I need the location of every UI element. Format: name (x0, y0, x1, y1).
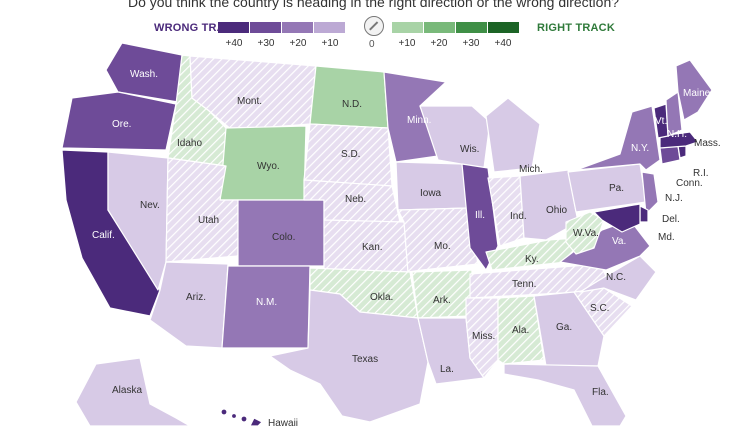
label-wva: W.Va. (573, 228, 599, 239)
label-ri: R.I. (693, 168, 709, 179)
label-kan: Kan. (362, 242, 383, 253)
legend-swatch-right-40 (488, 22, 519, 33)
label-ohio: Ohio (546, 205, 568, 216)
state-ny (575, 105, 661, 171)
legend-tick: +30 (257, 38, 275, 49)
legend-tick: +10 (321, 38, 339, 49)
state-wis (419, 105, 491, 169)
label-utah: Utah (198, 215, 219, 226)
label-miss: Miss. (472, 331, 495, 342)
label-nj: N.J. (665, 193, 683, 204)
state-ala (497, 295, 545, 365)
state-hawaii (220, 408, 263, 426)
label-calif: Calif. (92, 230, 115, 241)
legend-tick: +40 (225, 38, 243, 49)
state-nd (309, 65, 389, 129)
label-ga: Ga. (556, 322, 572, 333)
label-nd: N.D. (342, 99, 362, 110)
legend-swatch-wrong-20 (282, 22, 313, 33)
state-nh (665, 91, 683, 137)
legend-swatch-right-10 (392, 22, 423, 33)
label-ky: Ky. (525, 254, 539, 265)
legend-tick: +30 (462, 38, 480, 49)
state-mich (485, 97, 541, 173)
label-mo: Mo. (434, 241, 451, 252)
state-conn (659, 145, 681, 165)
state-mo (397, 207, 479, 273)
state-maine (675, 59, 713, 121)
state-wva (565, 211, 605, 255)
legend-tick: +20 (430, 38, 448, 49)
state-nev (107, 151, 169, 291)
legend-swatch-wrong-10 (314, 22, 345, 33)
state-wash (105, 42, 183, 103)
label-va: Va. (612, 236, 626, 247)
label-alaska: Alaska (112, 385, 142, 396)
label-mass: Mass. (694, 138, 721, 149)
legend-swatch-wrong-30 (250, 22, 281, 33)
label-mich: Mich. (519, 164, 543, 175)
label-idaho: Idaho (177, 138, 202, 149)
legend-swatch-wrong-40 (218, 22, 249, 33)
right-track-label: RIGHT TRACK (537, 22, 615, 34)
label-ark: Ark. (433, 295, 451, 306)
label-vt: Vt. (655, 116, 667, 127)
label-maine: Maine (683, 88, 711, 99)
label-sd: S.D. (341, 149, 360, 160)
legend-swatch-right-30 (456, 22, 487, 33)
state-ohio (519, 169, 579, 241)
label-ny: N.Y. (631, 143, 649, 154)
label-wyo: Wyo. (257, 161, 280, 172)
state-alaska (75, 357, 191, 426)
state-texas (269, 289, 429, 423)
state-md (593, 203, 641, 233)
label-la: La. (440, 364, 454, 375)
label-neb: Neb. (345, 194, 366, 205)
label-colo: Colo. (272, 232, 295, 243)
label-hawaii: Hawaii (268, 418, 298, 426)
state-nj (641, 171, 659, 215)
label-conn: Conn. (676, 178, 703, 189)
legend-zero: 0 (369, 39, 375, 50)
label-pa: Pa. (609, 183, 624, 194)
label-wash: Wash. (130, 69, 158, 80)
label-tenn: Tenn. (512, 279, 536, 290)
label-ore: Ore. (112, 119, 131, 130)
label-nc: N.C. (606, 272, 626, 283)
label-ind: Ind. (510, 211, 527, 222)
label-ill: Ill. (475, 210, 485, 221)
label-sc: S.C. (590, 303, 609, 314)
label-nev: Nev. (140, 200, 160, 211)
label-minn: Minn. (407, 115, 431, 126)
neutral-icon (364, 16, 384, 36)
label-nh: N.H. (667, 129, 687, 140)
label-okla: Okla. (370, 292, 393, 303)
state-nc (579, 255, 657, 301)
legend-swatch-right-20 (424, 22, 455, 33)
label-fla: Fla. (592, 387, 609, 398)
legend-tick: +40 (494, 38, 512, 49)
state-fla (503, 363, 627, 426)
state-ariz (149, 261, 229, 349)
state-ark (411, 269, 473, 319)
label-md: Md. (658, 232, 675, 243)
state-va (559, 219, 651, 271)
label-texas: Texas (352, 354, 378, 365)
label-del: Del. (662, 214, 680, 225)
label-wis: Wis. (460, 144, 479, 155)
state-ri (677, 145, 687, 159)
legend-tick: +20 (289, 38, 307, 49)
state-iowa (395, 161, 469, 211)
label-iowa: Iowa (420, 188, 442, 199)
state-ore (61, 91, 177, 151)
label-mont: Mont. (237, 96, 262, 107)
survey-question: Do you think the country is heading in t… (127, 0, 620, 10)
label-ala: Ala. (512, 325, 529, 336)
legend-tick: +10 (398, 38, 416, 49)
label-ariz: Ariz. (186, 292, 206, 303)
label-nm: N.M. (256, 297, 277, 308)
